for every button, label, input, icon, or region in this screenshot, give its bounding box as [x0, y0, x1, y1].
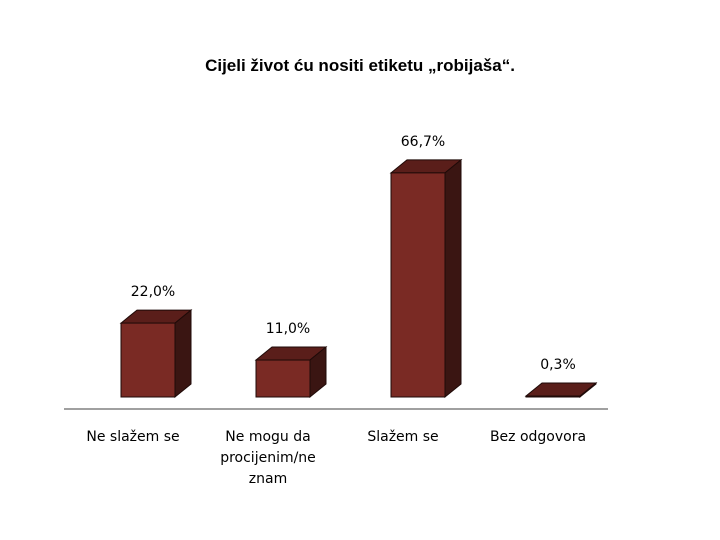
x-tick-label-line: znam: [249, 471, 287, 487]
bar-front-face: [525, 395, 581, 398]
chart-title: Cijeli život ću nositi etiketu „robijaša…: [205, 56, 515, 75]
labels-group: 22,0% Ne slažem se 11,0% Ne mogu da procijen…: [86, 134, 586, 487]
bars-group: [119, 158, 598, 399]
x-tick-label-line: Slažem se: [367, 429, 438, 445]
data-label: 0,3%: [540, 357, 576, 373]
bar-side-face: [444, 158, 462, 399]
bar-front-face: [255, 359, 311, 398]
x-tick-label: Slažem se: [367, 429, 438, 445]
x-tick-label: Ne mogu da procijenim/ne znam: [220, 429, 316, 487]
data-label: 66,7%: [401, 134, 445, 150]
data-label: 11,0%: [266, 321, 310, 337]
x-tick-label: Bez odgovora: [490, 429, 586, 445]
bar-front-face: [390, 172, 446, 398]
bar-side-face: [174, 309, 192, 399]
data-label: 22,0%: [131, 284, 175, 300]
bar-front-face: [120, 322, 176, 398]
bar: [254, 345, 328, 399]
x-tick-label-line: Ne slažem se: [86, 429, 179, 445]
x-tick-label-line: Bez odgovora: [490, 429, 586, 445]
bar: [524, 381, 598, 399]
bar: [389, 158, 463, 399]
x-tick-label-line: procijenim/ne: [220, 450, 316, 466]
bar: [119, 309, 193, 399]
x-tick-label: Ne slažem se: [86, 429, 179, 445]
x-tick-label-line: Ne mogu da: [225, 429, 310, 445]
bar-top-face: [524, 382, 598, 397]
